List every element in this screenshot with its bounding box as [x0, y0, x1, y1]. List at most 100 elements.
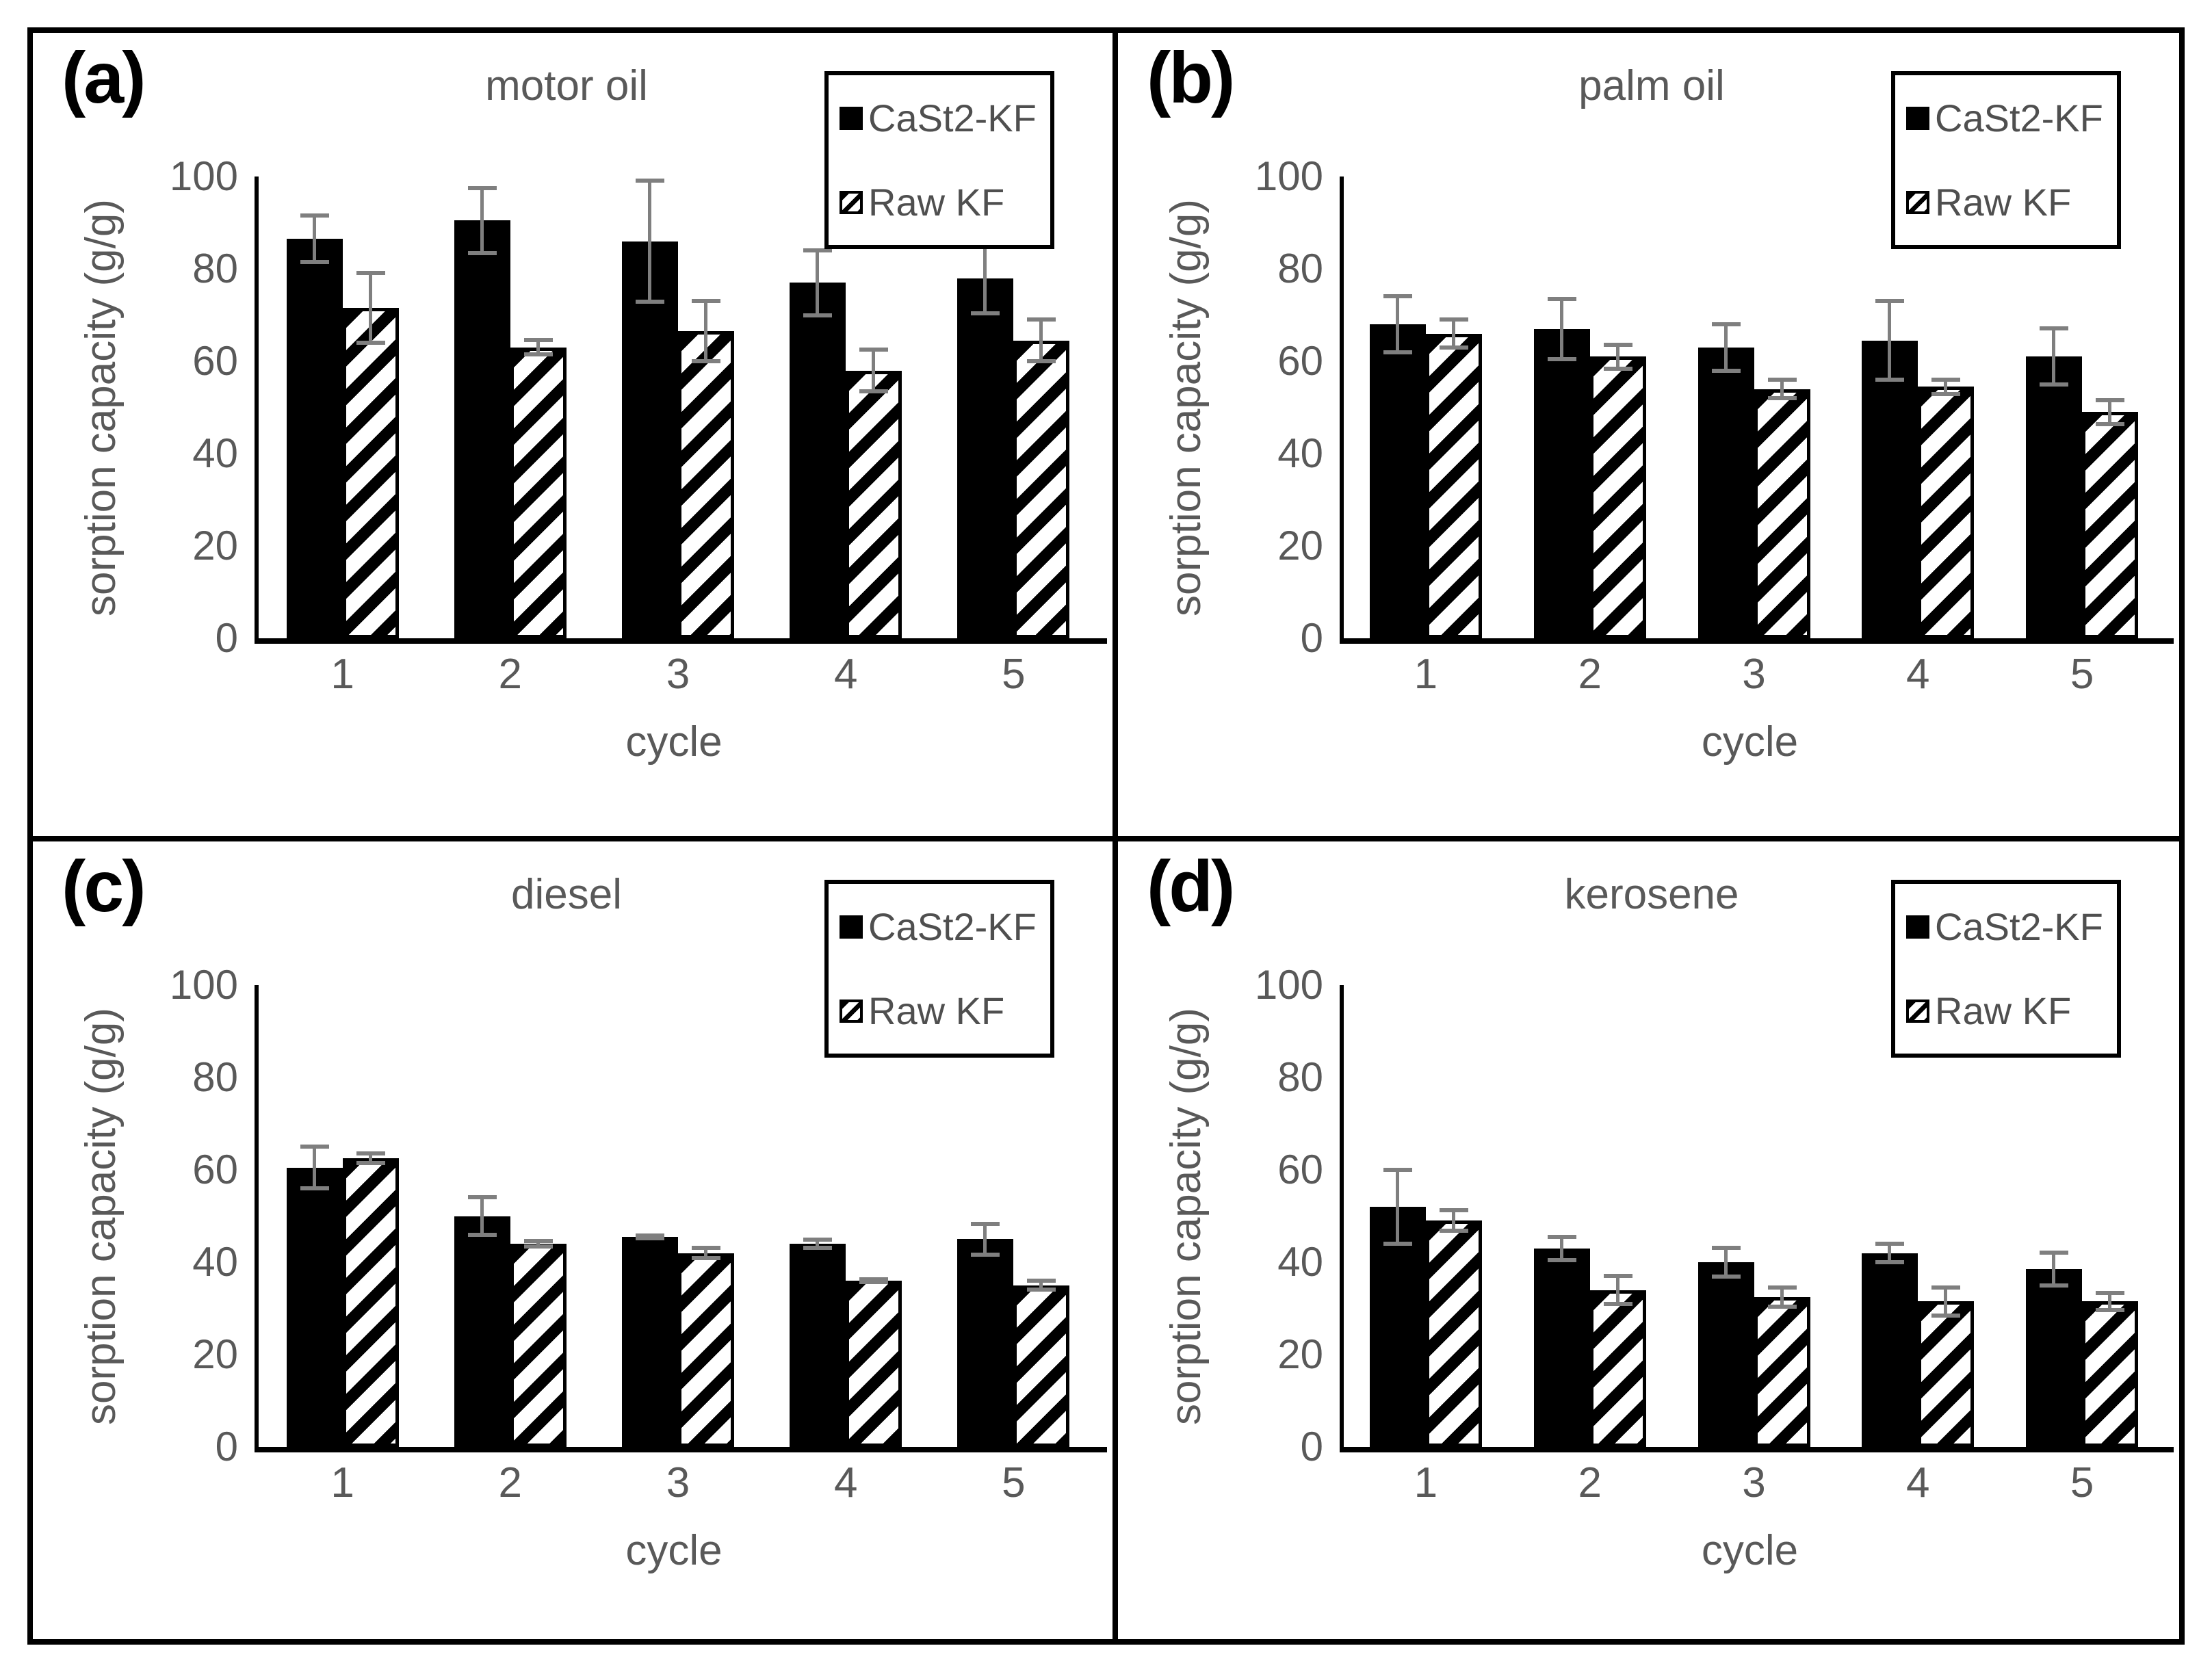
y-tick-label: 80	[192, 246, 238, 291]
error-bar	[803, 248, 833, 317]
error-bar	[356, 271, 385, 345]
error-bar-part	[1780, 1285, 1784, 1309]
error-bar-part	[1875, 1241, 1905, 1246]
error-bar-part	[1711, 1274, 1741, 1279]
x-tick-label: 5	[2070, 1459, 2094, 1506]
y-tick-label: 0	[215, 615, 238, 661]
error-bar-part	[1711, 322, 1741, 326]
legend-label: CaSt2-KF	[1935, 96, 2103, 140]
y-tick-label: 20	[1277, 523, 1323, 569]
error-bar	[692, 298, 720, 364]
error-bar-part	[1615, 343, 1619, 371]
hatched-swatch-icon	[1906, 190, 1929, 214]
bar-hatched	[1589, 356, 1646, 638]
bar-solid	[1862, 1253, 1918, 1447]
x-tick-label: 2	[1578, 651, 1602, 698]
error-bar-part	[1039, 317, 1043, 364]
legend-box: CaSt2-KF Raw KF	[1891, 71, 2121, 249]
legend-label: Raw KF	[1935, 989, 2072, 1032]
bar-solid	[1697, 1262, 1754, 1447]
error-bar-part	[1383, 350, 1412, 354]
bar-solid	[286, 1167, 343, 1447]
x-tick-label: 5	[1002, 651, 1026, 698]
error-bar-part	[1559, 296, 1563, 361]
error-bar-part	[816, 248, 820, 317]
error-bar-part	[1383, 1242, 1412, 1246]
chart-title: kerosene	[1564, 871, 1739, 918]
error-bar-part	[971, 311, 1000, 315]
chart-panel-diesel: (c) diesel sorption capacity (g/g) CaSt2…	[33, 841, 1112, 1639]
error-bar-part	[704, 298, 707, 364]
error-bar-part	[2108, 1290, 2112, 1312]
error-bar	[1439, 1208, 1468, 1233]
bar-solid	[2026, 356, 2083, 638]
bar-solid	[1533, 1248, 1590, 1447]
error-bar-part	[1767, 1285, 1797, 1290]
error-bar-part	[859, 389, 889, 394]
error-bar-part	[1395, 294, 1399, 354]
error-bar	[636, 1233, 664, 1240]
error-bar-part	[1383, 294, 1412, 299]
error-bar-part	[300, 1144, 329, 1149]
error-bar-part	[312, 213, 316, 265]
x-tick-label: 1	[1414, 651, 1438, 698]
x-tick-label: 2	[498, 1459, 523, 1506]
error-bar-part	[1780, 377, 1784, 401]
bar-hatched	[846, 370, 902, 638]
y-tick-label: 80	[1277, 246, 1323, 291]
bar-solid	[454, 220, 510, 638]
legend-item: Raw KF	[840, 989, 1039, 1033]
bar-solid	[622, 241, 678, 638]
error-bar-part	[1615, 1273, 1619, 1307]
x-tick-label: 2	[1578, 1459, 1602, 1506]
bar-hatched	[1754, 1296, 1810, 1447]
x-tick-label: 2	[498, 651, 523, 698]
x-tick-label: 1	[330, 1459, 354, 1506]
bar-hatched	[1918, 387, 1975, 638]
legend-item: Raw KF	[1906, 180, 2106, 224]
error-bar-part	[1711, 1246, 1741, 1251]
figure-frame: (a) motor oil sorption capacity (g/g) Ca…	[27, 27, 2185, 1645]
error-bar-part	[300, 1186, 329, 1191]
x-tick-label: 4	[1906, 1459, 1930, 1506]
error-bar	[523, 1239, 553, 1249]
bar-hatched	[1013, 1285, 1070, 1447]
error-bar-part	[692, 359, 720, 364]
error-bar-part	[1027, 317, 1056, 322]
error-bar	[1875, 1241, 1905, 1265]
error-bar-part	[1027, 1288, 1056, 1292]
x-tick-label: 5	[1002, 1459, 1026, 1506]
y-axis-line	[1340, 177, 1344, 644]
y-tick-label: 100	[169, 153, 238, 199]
error-bar	[1027, 1279, 1056, 1292]
error-bar-part	[1767, 377, 1797, 382]
error-bar-part	[1603, 1302, 1632, 1307]
error-bar-part	[1944, 377, 1948, 396]
error-bar	[636, 179, 664, 304]
error-bar	[971, 1221, 1000, 1257]
error-bar-part	[300, 260, 329, 265]
error-bar-part	[2040, 326, 2069, 331]
y-tick-label: 40	[1277, 430, 1323, 476]
error-bar	[1547, 1234, 1576, 1262]
error-bar-part	[523, 352, 553, 357]
error-bar-part	[2096, 398, 2125, 402]
legend-box: CaSt2-KF Raw KF	[1891, 880, 2121, 1058]
y-tick-label: 40	[192, 1239, 238, 1285]
error-bar-part	[1767, 1304, 1797, 1309]
error-bar-part	[467, 250, 497, 255]
bar-solid	[957, 1239, 1014, 1447]
error-bar-part	[1603, 343, 1632, 347]
error-bar	[2040, 1251, 2069, 1288]
x-tick-label: 3	[666, 1459, 690, 1506]
error-bar-part	[1439, 1208, 1468, 1213]
error-bar-part	[1888, 1241, 1892, 1265]
error-bar-part	[1875, 1260, 1905, 1265]
error-bar-part	[816, 1238, 820, 1250]
panel-letter: (d)	[1147, 846, 1235, 927]
hatched-swatch-icon	[840, 190, 863, 214]
error-bar-part	[636, 1236, 664, 1240]
bar-solid	[790, 283, 846, 638]
legend-label: CaSt2-KF	[868, 96, 1037, 140]
y-tick-label: 40	[1277, 1239, 1323, 1285]
